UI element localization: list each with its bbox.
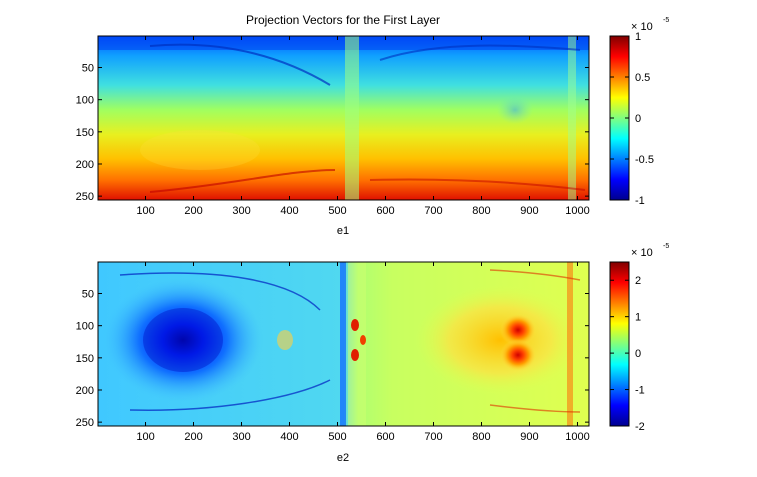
x-tick-label: 1000 [565, 431, 589, 443]
colorbar-e2-exponent: -5 [663, 243, 669, 250]
y-tick-label: 100 [76, 95, 94, 107]
heatmap-e2-frame [97, 261, 590, 427]
heatmap-e1 [97, 35, 590, 201]
heatmap-e1-streak [379, 44, 581, 61]
colorbar-tick-label: 0 [635, 348, 641, 360]
x-tick-label: 200 [184, 205, 202, 217]
colorbar-e2-gradient [609, 261, 630, 427]
colorbar-tick-label: 2 [635, 275, 641, 287]
colorbar-tick-label: 1 [635, 312, 641, 324]
y-tick-label: 200 [76, 159, 94, 171]
x-tick-label: 800 [472, 205, 490, 217]
y-tick-label: 150 [76, 127, 94, 139]
heatmap-e2-red-vortex [500, 314, 536, 346]
colorbar-tick-label: -2 [635, 421, 645, 433]
heatmap-e2-streak [489, 404, 581, 413]
y-tick-label: 50 [82, 289, 94, 301]
x-tick-label: 300 [232, 431, 250, 443]
x-tick-label: 500 [328, 205, 346, 217]
colorbar-e1: × 10 -5 [609, 17, 669, 201]
heatmap-e1-feature [140, 130, 260, 170]
heatmap-e1-band-530 [345, 36, 359, 200]
xlabel-e1: e1 [337, 225, 349, 237]
x-tick-label: 1000 [565, 205, 589, 217]
heatmap-e1-band-1000 [568, 36, 576, 200]
colorbar-tick-label: 0 [635, 113, 641, 125]
heatmap-e1-streak [149, 43, 331, 86]
heatmap-e2-red-vortex [500, 339, 536, 371]
x-tick-label: 800 [472, 431, 490, 443]
x-tick-label: 200 [184, 431, 202, 443]
x-tick-label: 600 [376, 205, 394, 217]
colorbar-e1-multiplier: × 10 [631, 21, 653, 33]
heatmap-e2-red-mark [351, 349, 359, 361]
x-tick-label: 700 [424, 431, 442, 443]
x-tick-label: 400 [280, 431, 298, 443]
y-tick-label: 250 [76, 417, 94, 429]
x-tick-label: 700 [424, 205, 442, 217]
heatmap-e2-band-515 [340, 262, 346, 426]
heatmap-e2 [97, 261, 590, 427]
heatmap-e1-frame [97, 35, 590, 201]
colorbar-e1-exponent: -5 [663, 17, 669, 24]
colorbar-tick-label: -0.5 [635, 154, 654, 166]
heatmap-e1-ticks: 100 200 300 400 500 600 700 800 900 1000 50 100 150 2… [76, 36, 590, 217]
heatmap-e2-red-mark [360, 335, 366, 345]
xlabel-e2: e2 [337, 452, 349, 464]
heatmap-e2-feature [277, 330, 293, 350]
heatmap-e1-feature [497, 96, 533, 124]
heatmap-e2-band-540 [348, 262, 366, 426]
heatmap-e1-streak [369, 178, 586, 191]
x-tick-label: 900 [520, 205, 538, 217]
x-tick-label: 900 [520, 431, 538, 443]
colorbar-e1-ticks: 1 0.5 0 -0.5 -1 [610, 31, 654, 207]
figure-title: Projection Vectors for the First Layer [246, 13, 440, 27]
x-tick-label: 100 [136, 431, 154, 443]
colorbar-e2-ticks: 2 1 0 -1 -2 [610, 275, 645, 433]
heatmap-e2-yellow-region [415, 285, 585, 395]
heatmap-e2-streak [489, 269, 581, 281]
heatmap-e2-band-1000 [567, 262, 573, 426]
y-tick-label: 200 [76, 385, 94, 397]
heatmap-e1-top-band [98, 36, 589, 50]
heatmap-e1-streak [149, 169, 336, 193]
heatmap-e2-red-mark [351, 319, 359, 331]
colorbar-e2-multiplier: × 10 [631, 247, 653, 259]
heatmap-e2-streak [119, 272, 321, 311]
y-tick-label: 50 [82, 63, 94, 75]
colorbar-e2: × 10 -5 [609, 243, 669, 427]
heatmap-e2-blue-core [143, 308, 223, 372]
colorbar-tick-label: -1 [635, 195, 645, 207]
colorbar-tick-label: 0.5 [635, 72, 650, 84]
x-tick-label: 500 [328, 431, 346, 443]
heatmap-e2-streak [129, 379, 331, 411]
x-tick-label: 600 [376, 431, 394, 443]
colorbar-tick-label: 1 [635, 31, 641, 43]
x-tick-label: 100 [136, 205, 154, 217]
y-tick-label: 100 [76, 321, 94, 333]
colorbar-tick-label: -1 [635, 385, 645, 397]
x-tick-label: 300 [232, 205, 250, 217]
y-tick-label: 250 [76, 191, 94, 203]
y-tick-label: 150 [76, 353, 94, 365]
heatmap-e2-blue-vortex [103, 278, 263, 402]
x-tick-label: 400 [280, 205, 298, 217]
heatmap-e2-ticks: 100 200 300 400 500 600 700 800 900 1000 50 100 150 2… [76, 262, 590, 443]
